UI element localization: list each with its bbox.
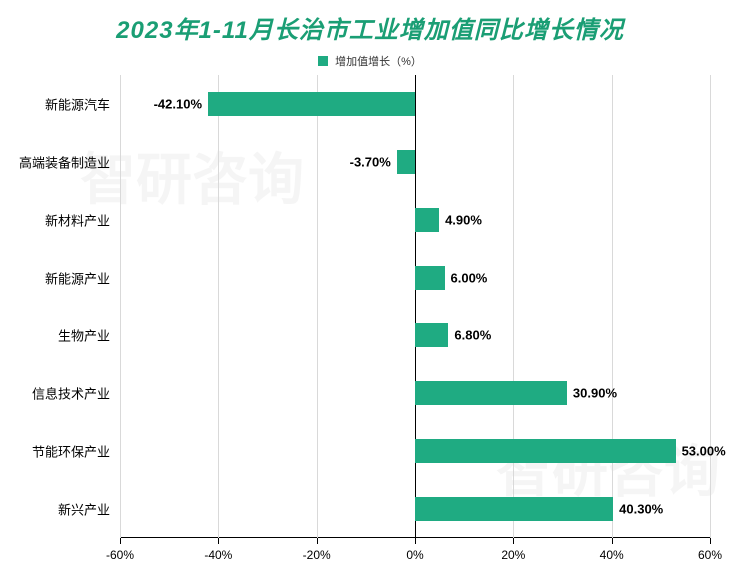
y-category-label: 高端装备制造业 <box>19 152 110 171</box>
bar <box>415 323 448 347</box>
bar-value-label: 40.30% <box>619 502 663 517</box>
legend-text: 增加值增长（%） <box>335 56 422 68</box>
gridline <box>710 75 711 538</box>
x-tick <box>710 538 711 544</box>
gridline <box>612 75 613 538</box>
bar <box>415 208 439 232</box>
gridline <box>317 75 318 538</box>
x-tick <box>612 538 613 544</box>
gridline <box>120 75 121 538</box>
x-tick <box>218 538 219 544</box>
y-category-label: 新兴产业 <box>58 500 110 519</box>
bar <box>415 439 676 463</box>
y-category-label: 新材料产业 <box>45 210 110 229</box>
x-tick-label: 20% <box>501 548 525 562</box>
x-tick-label: 60% <box>698 548 722 562</box>
bar-value-label: 53.00% <box>682 444 726 459</box>
chart-area: 智研咨询 智研咨询 -60%-40%-20%0%20%40%60%新能源汽车-4… <box>120 75 710 538</box>
x-tick-label: -40% <box>204 548 232 562</box>
chart-title: 2023年1-11月长治市工业增加值同比增长情况 <box>0 0 740 45</box>
gridline <box>218 75 219 538</box>
x-tick-label: -20% <box>303 548 331 562</box>
bar-value-label: 6.00% <box>451 270 488 285</box>
x-tick <box>513 538 514 544</box>
x-tick <box>317 538 318 544</box>
bar <box>415 266 445 290</box>
bar <box>415 497 613 521</box>
y-category-label: 信息技术产业 <box>32 384 110 403</box>
bar-value-label: -3.70% <box>350 154 391 169</box>
bar <box>208 92 415 116</box>
x-tick <box>415 538 416 544</box>
legend: 增加值增长（%） <box>0 53 740 69</box>
bar-value-label: -42.10% <box>154 96 202 111</box>
y-category-label: 生物产业 <box>58 326 110 345</box>
y-category-label: 节能环保产业 <box>32 442 110 461</box>
bar-value-label: 4.90% <box>445 212 482 227</box>
x-tick-label: -60% <box>106 548 134 562</box>
plot: -60%-40%-20%0%20%40%60%新能源汽车-42.10%高端装备制… <box>120 75 710 538</box>
bar-value-label: 30.90% <box>573 386 617 401</box>
x-tick-label: 40% <box>600 548 624 562</box>
x-tick <box>120 538 121 544</box>
zero-axis <box>415 75 416 538</box>
bar <box>415 381 567 405</box>
bar-value-label: 6.80% <box>454 328 491 343</box>
bar <box>397 150 415 174</box>
gridline <box>513 75 514 538</box>
y-category-label: 新能源产业 <box>45 268 110 287</box>
y-category-label: 新能源汽车 <box>45 94 110 113</box>
legend-marker <box>318 56 328 66</box>
x-tick-label: 0% <box>406 548 423 562</box>
